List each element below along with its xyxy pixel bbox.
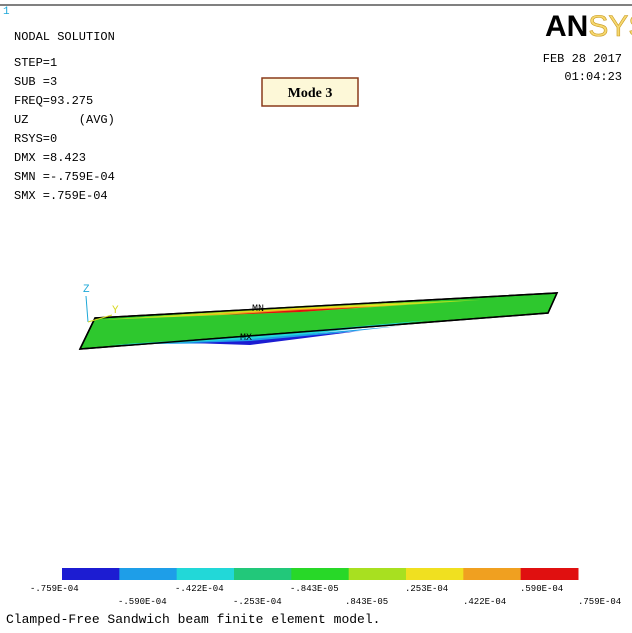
header-line: DMX =8.423 <box>14 151 86 165</box>
legend-swatch <box>521 568 579 580</box>
header-title: NODAL SOLUTION <box>14 30 115 44</box>
legend-swatch <box>406 568 464 580</box>
legend-label: -.843E-05 <box>290 584 339 594</box>
legend-swatch <box>119 568 177 580</box>
logo: ANSYS <box>545 10 632 43</box>
min-marker: MN <box>252 304 264 315</box>
legend-label: .590E-04 <box>520 584 563 594</box>
logo-light-part: SYS <box>588 10 632 43</box>
header-line: FREQ=93.275 <box>14 94 93 108</box>
header-line: STEP=1 <box>14 56 57 70</box>
z-axis-label: Z <box>83 284 90 296</box>
legend-swatch <box>234 568 292 580</box>
header-line: SMX =.759E-04 <box>14 189 108 203</box>
legend-swatch <box>177 568 235 580</box>
legend-label: .759E-04 <box>578 597 621 607</box>
date: FEB 28 2017 <box>543 52 622 66</box>
header-line: RSYS=0 <box>14 132 57 146</box>
window-number: 1 <box>3 6 10 18</box>
legend-swatch <box>62 568 120 580</box>
legend-swatch <box>349 568 407 580</box>
legend-label: -.759E-04 <box>30 584 79 594</box>
legend-label: .253E-04 <box>405 584 448 594</box>
max-marker: MX <box>240 333 252 344</box>
caption: Clamped-Free Sandwich beam finite elemen… <box>6 612 380 627</box>
y-axis-label: Y <box>112 305 119 317</box>
mode-label: Mode 3 <box>288 86 333 101</box>
header-line: SMN =-.759E-04 <box>14 170 115 184</box>
legend-label: .422E-04 <box>463 597 506 607</box>
logo-bold-part: AN <box>545 10 588 43</box>
header-line: SUB =3 <box>14 75 57 89</box>
legend-swatch <box>463 568 521 580</box>
legend-label: -.253E-04 <box>233 597 282 607</box>
logo-bold: ANSYS <box>545 10 632 43</box>
legend-swatch <box>291 568 349 580</box>
legend-label: .843E-05 <box>345 597 388 607</box>
legend-label: -.590E-04 <box>118 597 167 607</box>
legend-label: -.422E-04 <box>175 584 224 594</box>
header-line: UZ (AVG) <box>14 113 115 127</box>
time: 01:04:23 <box>564 70 622 84</box>
ansys-window: 1 NODAL SOLUTION ANSYS FEB 28 2017 01:04… <box>0 0 632 633</box>
